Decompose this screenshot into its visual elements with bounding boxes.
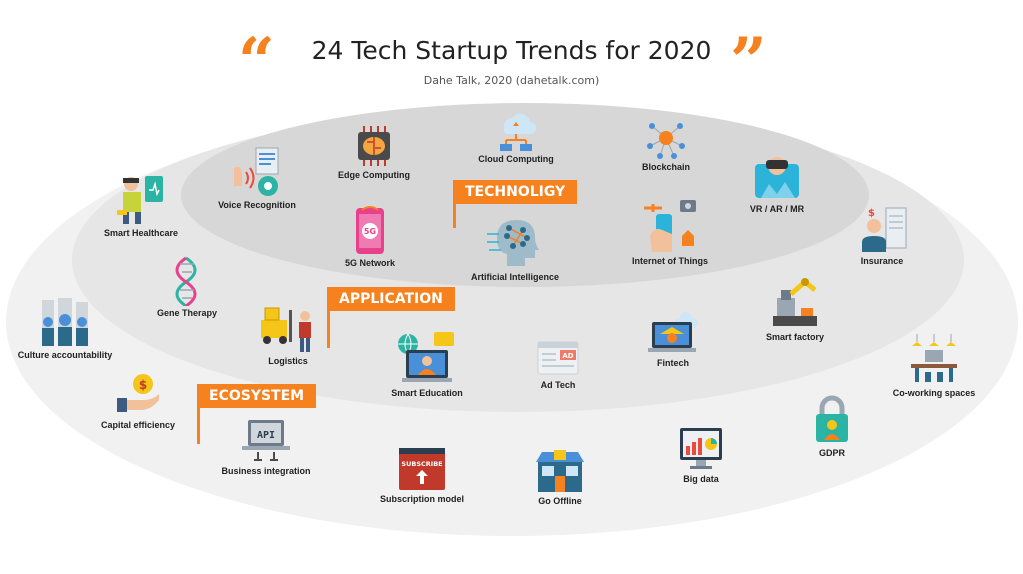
trend-label: Insurance <box>860 256 904 266</box>
forklift-icon <box>261 307 311 352</box>
store-icon <box>536 450 584 492</box>
blockchain-icon <box>647 123 685 159</box>
trend-logistics: Logistics <box>223 300 353 366</box>
subscribe-button-icon: SUBSCRIBE <box>399 448 445 490</box>
svg-text:$: $ <box>139 378 147 392</box>
open-quote-icon: “ <box>238 24 275 99</box>
svg-text:5G: 5G <box>364 227 376 236</box>
page-title: 24 Tech Startup Trends for 2020 <box>311 36 712 65</box>
trend-label: Gene Therapy <box>156 308 218 318</box>
trend-insurance: $ Insurance <box>817 204 947 266</box>
trend-gdpr: GDPR <box>767 394 897 458</box>
trend-smart-education: Smart Education <box>362 330 492 398</box>
trend-artificial-intelligence: Artificial Intelligence <box>450 216 580 282</box>
trend-voice-recognition: Voice Recognition <box>192 146 322 210</box>
trend-label: Business integration <box>221 466 311 476</box>
technology-label-post <box>453 184 456 228</box>
svg-text:SUBSCRIBE: SUBSCRIBE <box>401 460 442 468</box>
trend-go-offline: Go Offline <box>495 448 625 506</box>
trend-label: Artificial Intelligence <box>470 272 560 282</box>
trend-label: 5G Network <box>344 258 395 268</box>
trend-label: Logistics <box>268 356 308 366</box>
trend-label: Smart Education <box>391 388 463 398</box>
api-laptop-icon: API <box>242 420 290 461</box>
trend-smart-factory: Smart factory <box>730 276 860 342</box>
ai-head-icon <box>487 220 539 266</box>
dna-icon <box>175 256 197 306</box>
trend-label: Smart Healthcare <box>103 228 179 238</box>
trend-label: Edge Computing <box>338 170 410 180</box>
cloud-network-icon <box>500 113 536 151</box>
trend-ad-tech: AD Ad Tech <box>493 338 623 390</box>
fintech-laptop-icon <box>648 312 699 352</box>
dashboard-monitor-icon <box>680 428 722 469</box>
trend-label: Smart factory <box>765 332 825 342</box>
voice-icon <box>234 147 279 196</box>
trend-label: GDPR <box>818 448 845 458</box>
coin-hand-icon: $ <box>117 374 159 412</box>
phone-5g-icon: 5G <box>356 206 384 254</box>
technology-layer-label: TECHNOLIGY <box>453 180 578 204</box>
vr-headset-icon <box>755 157 799 198</box>
insurance-agent-icon: $ <box>862 207 907 252</box>
trend-label: Internet of Things <box>632 256 708 266</box>
trend-5g-network: 5G 5G Network <box>305 204 435 268</box>
trend-label: Capital efficiency <box>100 420 176 430</box>
trend-cloud-computing: Cloud Computing <box>451 110 581 164</box>
ecosystem-layer-label: ECOSYSTEM <box>197 384 317 408</box>
trend-label: Big data <box>683 474 719 484</box>
ecosystem-label-post <box>197 388 200 444</box>
iot-hand-icon <box>644 200 696 252</box>
application-label-post <box>327 290 330 348</box>
trend-big-data: Big data <box>636 424 766 484</box>
chip-brain-icon <box>358 126 390 166</box>
trend-label: Blockchain <box>641 162 690 172</box>
health-monitor-icon <box>117 176 163 224</box>
trend-vr-ar-mr: VR / AR / MR <box>712 150 842 214</box>
trend-label: Subscription model <box>379 494 464 504</box>
trend-label: Voice Recognition <box>218 200 296 210</box>
trend-co-working-spaces: Co-working spaces <box>869 334 999 398</box>
trend-business-integration: API Business integration <box>201 416 331 476</box>
trend-blockchain: Blockchain <box>601 118 731 172</box>
trend-capital-efficiency: $ Capital efficiency <box>73 372 203 430</box>
svg-text:API: API <box>257 430 275 441</box>
trend-culture-accountability: Culture accountability <box>0 296 130 360</box>
ad-browser-icon: AD <box>537 341 579 375</box>
robot-arm-icon <box>773 278 817 326</box>
close-quote-icon: ” <box>730 24 767 99</box>
page-subtitle: Dahe Talk, 2020 (dahetalk.com) <box>423 74 600 87</box>
svg-text:$: $ <box>868 208 875 219</box>
trend-label: Culture accountability <box>17 350 113 360</box>
online-class-icon <box>398 332 454 382</box>
trend-label: Co-working spaces <box>892 388 976 398</box>
svg-text:AD: AD <box>562 352 573 360</box>
padlock-icon <box>816 395 848 442</box>
coworking-icon <box>911 334 957 382</box>
trend-label: Ad Tech <box>540 380 576 390</box>
trend-smart-healthcare: Smart Healthcare <box>76 172 206 238</box>
trend-edge-computing: Edge Computing <box>309 124 439 180</box>
trend-fintech: Fintech <box>608 310 738 368</box>
team-icon <box>42 298 88 346</box>
application-layer-label: APPLICATION <box>327 287 455 311</box>
trend-label: Cloud Computing <box>478 154 554 164</box>
trend-subscription-model: SUBSCRIBE Subscription model <box>357 446 487 504</box>
trend-internet-of-things: Internet of Things <box>605 196 735 266</box>
trend-label: Fintech <box>656 358 689 368</box>
trend-label: Go Offline <box>538 496 582 506</box>
trend-gene-therapy: Gene Therapy <box>122 256 252 318</box>
trend-label: VR / AR / MR <box>749 204 805 214</box>
